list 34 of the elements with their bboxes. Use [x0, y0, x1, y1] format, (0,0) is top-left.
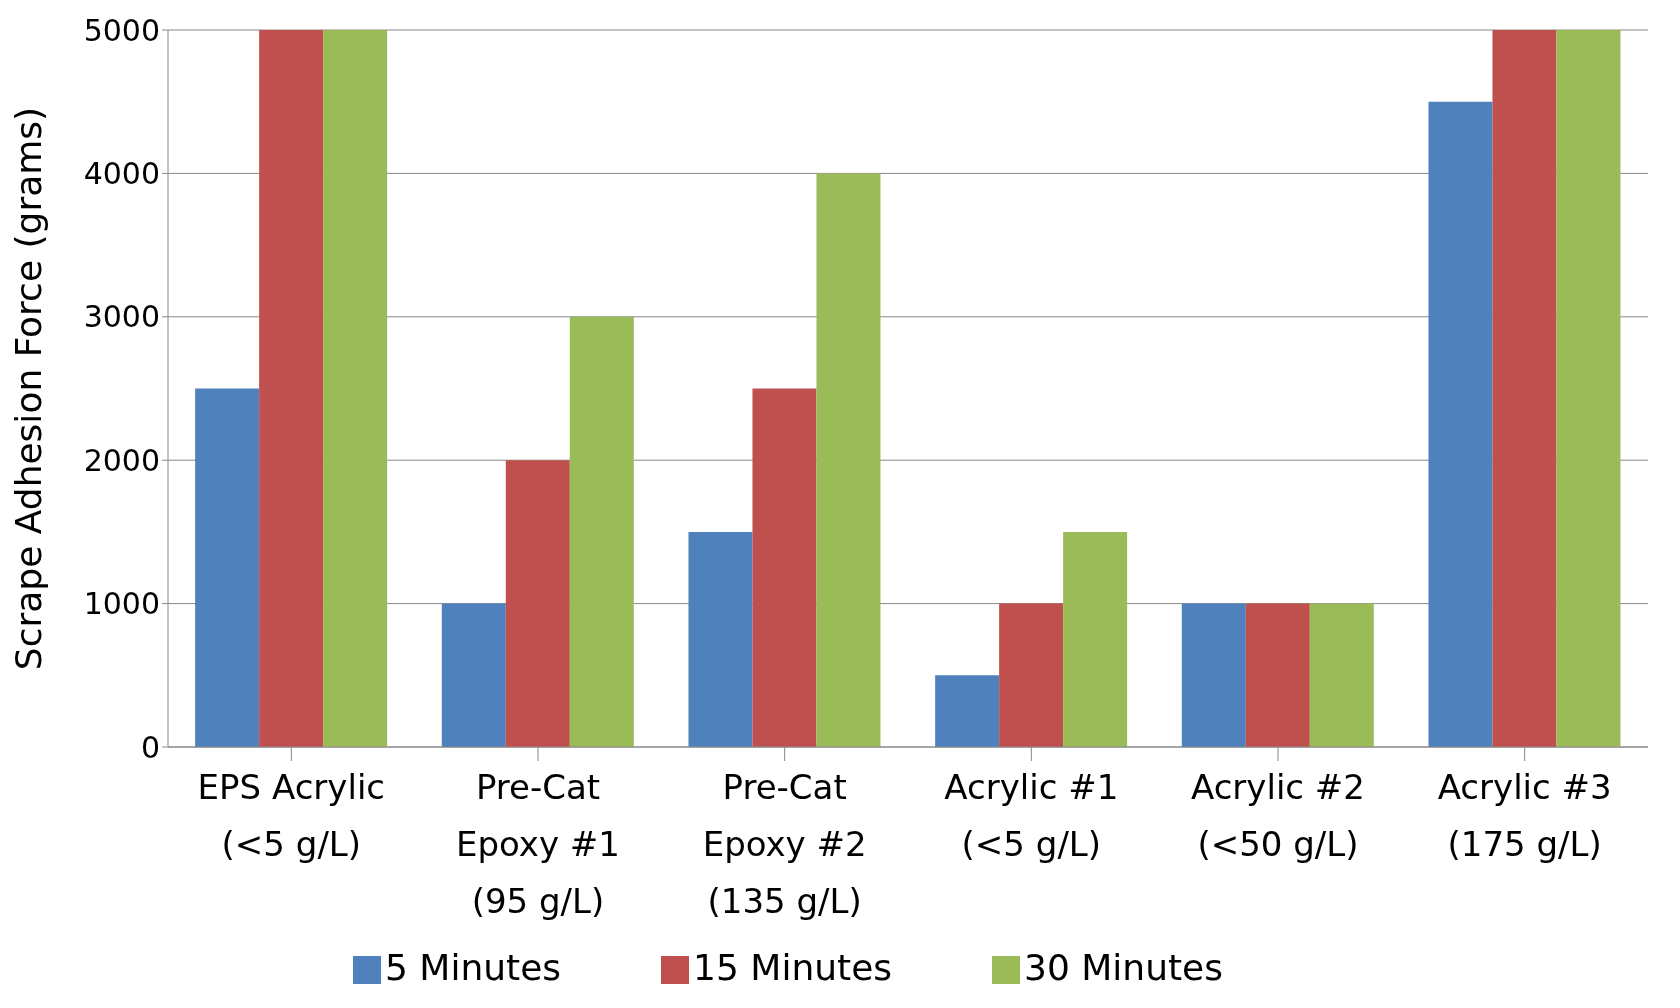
legend-label: 15 Minutes: [693, 947, 893, 988]
y-tick-label: 0: [140, 729, 160, 765]
legend-label: 5 Minutes: [385, 947, 562, 988]
y-tick-label: 4000: [83, 156, 160, 192]
y-tick-label: 1000: [83, 586, 160, 622]
x-tick-label: EPS Acrylic (<5 g/L): [197, 767, 386, 864]
bar: [1309, 603, 1374, 747]
bar: [816, 173, 881, 747]
x-tick-label: Acrylic #2 (<50 g/L): [1191, 767, 1365, 864]
bar: [1181, 603, 1246, 747]
bar: [752, 388, 817, 747]
bar: [441, 603, 506, 747]
bar: [195, 388, 260, 747]
bar: [1556, 30, 1621, 747]
x-tick-label: Pre-Cat Epoxy #2 (135 g/L): [702, 767, 867, 921]
bar: [569, 316, 634, 747]
bar: [1428, 101, 1493, 747]
bar: [1063, 531, 1128, 747]
bar: [1245, 603, 1310, 747]
bar: [999, 603, 1064, 747]
bar: [1492, 30, 1557, 747]
x-tick-label: Pre-Cat Epoxy #1 (95 g/L): [456, 767, 620, 921]
bar: [323, 30, 388, 747]
bar: [259, 30, 324, 747]
y-tick-label: 2000: [83, 442, 160, 478]
bar: [935, 675, 1000, 747]
y-axis-title: Scrape Adhesion Force (grams): [7, 106, 49, 671]
bar: [505, 460, 570, 747]
x-tick-label: Acrylic #3 (175 g/L): [1437, 767, 1612, 864]
legend-label: 30 Minutes: [1024, 947, 1223, 988]
y-tick-label: 5000: [83, 12, 160, 48]
y-tick-label: 3000: [83, 299, 160, 335]
x-tick-label: Acrylic #1 (<5 g/L): [944, 767, 1119, 864]
bar: [688, 531, 753, 747]
